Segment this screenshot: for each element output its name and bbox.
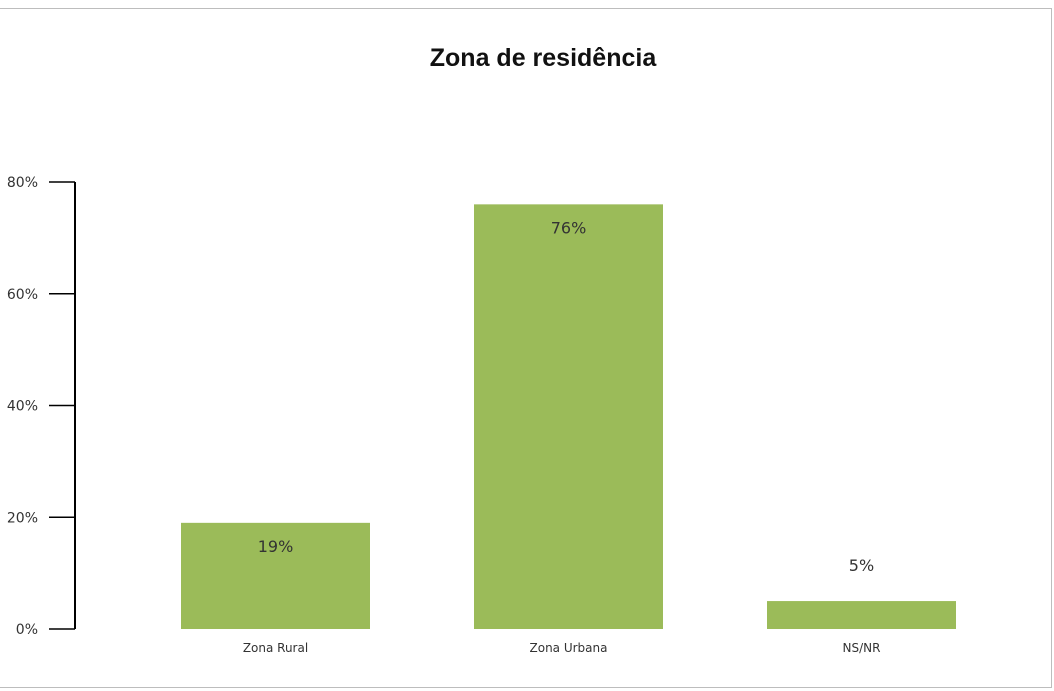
y-tick-label-1: 20% [7, 510, 38, 526]
bar-1 [474, 204, 663, 629]
labels: 19% Zona Rural 76% Zona Urbana 5% NS/NR [243, 218, 881, 655]
y-tick-label-4: 80% [7, 175, 38, 191]
data-label-2: 5% [849, 556, 874, 575]
bar-0 [181, 522, 370, 629]
y-tick-label-2: 40% [7, 399, 38, 415]
bar-2 [767, 601, 956, 629]
chart-frame [0, 8, 1052, 688]
category-label-0: Zona Rural [243, 641, 308, 655]
y-tick-label-0: 0% [16, 622, 38, 638]
bars [181, 204, 956, 629]
category-label-1: Zona Urbana [530, 641, 608, 655]
y-axis: 0% 20% 40% 60% 80% [7, 175, 76, 638]
category-label-2: NS/NR [843, 641, 881, 655]
chart-title: Zona de residência [429, 44, 657, 72]
data-label-0: 19% [258, 537, 294, 556]
data-label-1: 76% [551, 218, 587, 237]
y-tick-label-3: 60% [7, 287, 38, 303]
